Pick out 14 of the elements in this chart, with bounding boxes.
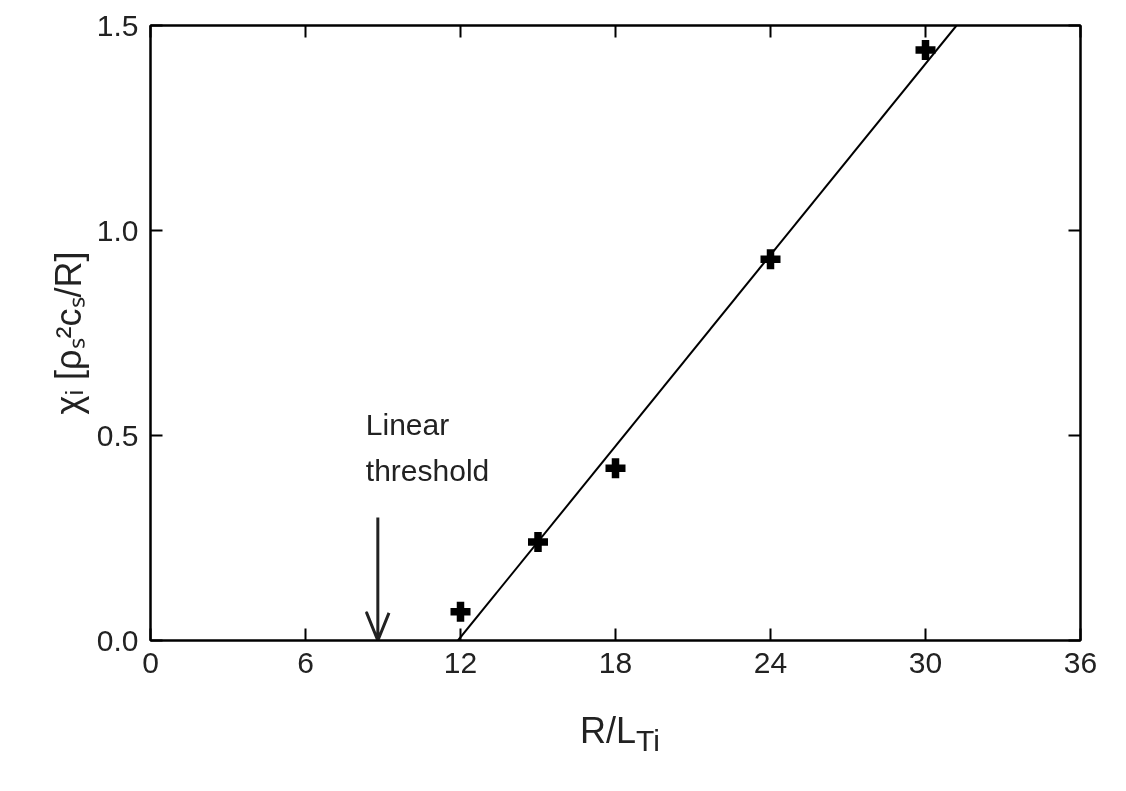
x-tick-label: 24 bbox=[753, 645, 788, 679]
y-tick-label: 1.0 bbox=[96, 213, 139, 247]
x-axis-title: R/L$_{Ti}$ bbox=[579, 709, 661, 760]
y-tick-label: 1.5 bbox=[96, 8, 139, 42]
ref-line-label: Linear threshold bbox=[365, 408, 490, 488]
x-tick-label: 6 bbox=[297, 645, 314, 679]
x-tick-label: 12 bbox=[443, 645, 478, 679]
y-tick-label: 0.0 bbox=[96, 623, 139, 657]
x-tick-label: 0 bbox=[142, 645, 159, 679]
x-tick-label: 30 bbox=[908, 645, 943, 679]
y-axis-title: χᵢ [ρₛ²cₛ/R] bbox=[47, 251, 89, 415]
x-tick-label: 18 bbox=[598, 645, 633, 679]
y-tick-label: 0.5 bbox=[96, 418, 139, 452]
x-tick-label: 36 bbox=[1063, 645, 1098, 679]
